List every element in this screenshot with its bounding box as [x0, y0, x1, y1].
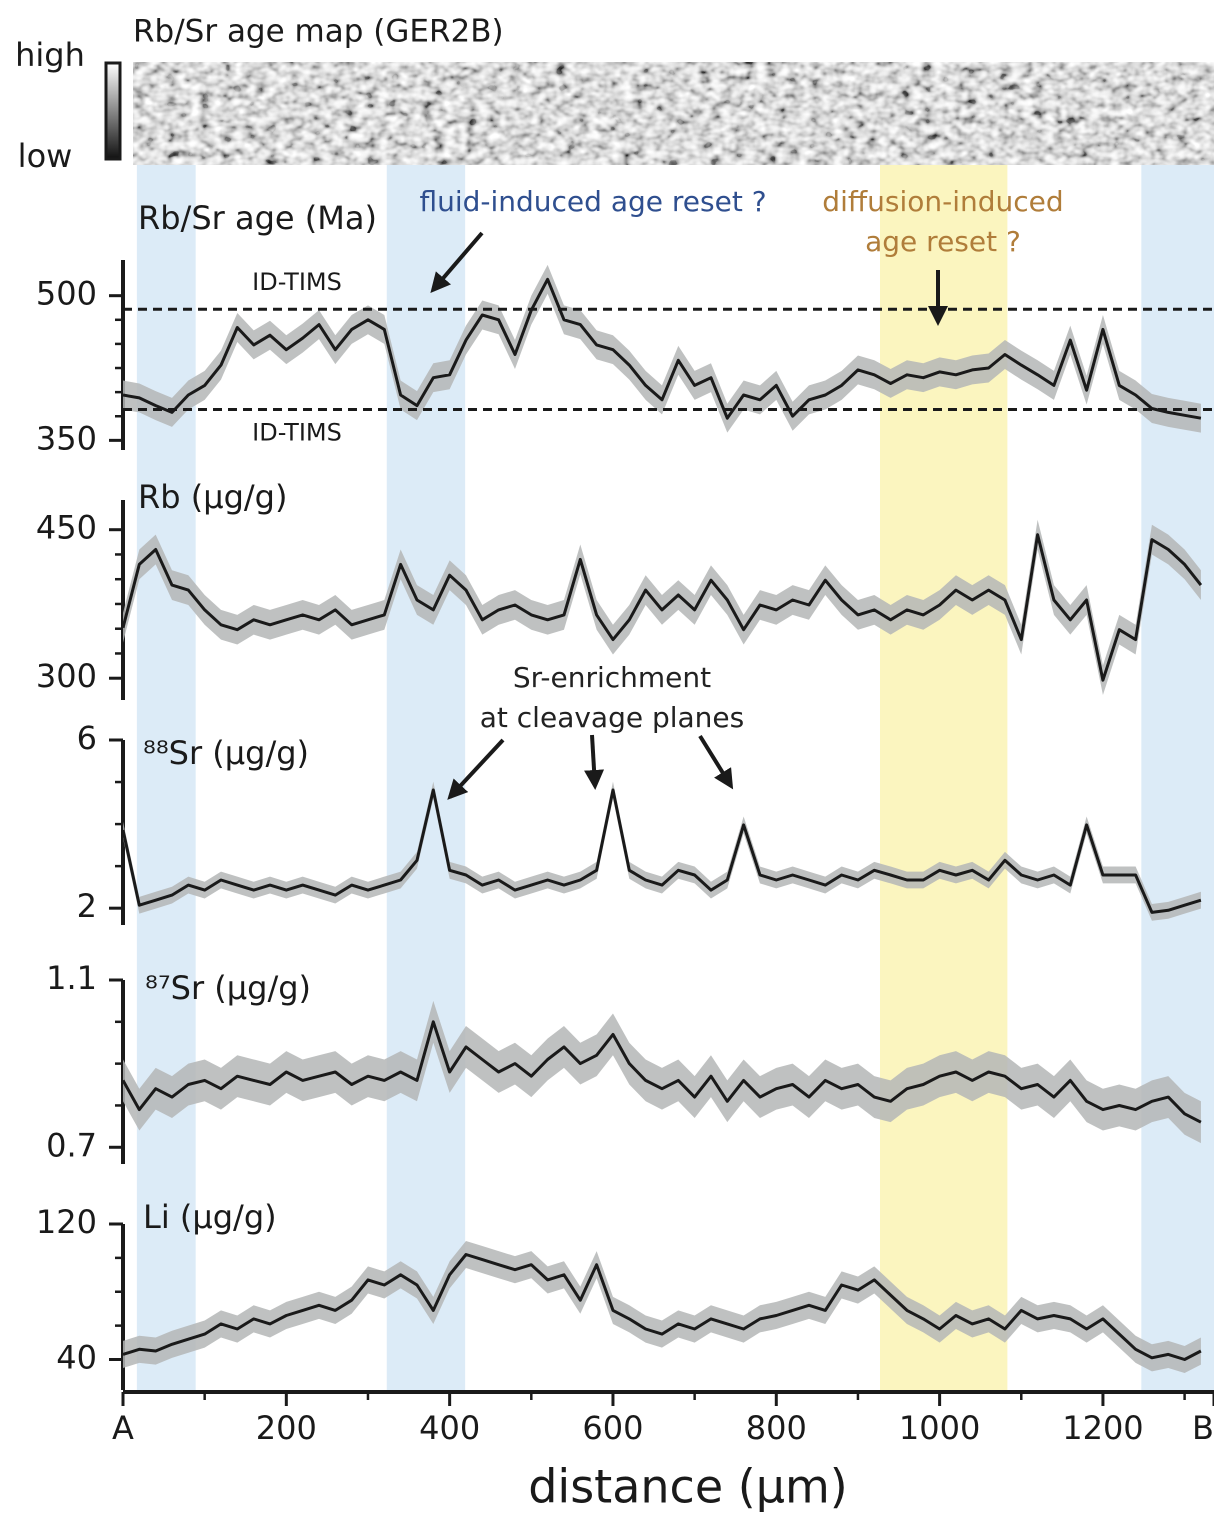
data-line — [121, 788, 1202, 914]
data-line — [122, 1253, 1202, 1361]
x-tick-label: B — [1192, 1409, 1214, 1447]
highlight-band — [880, 165, 1008, 1392]
annotation: age reset ? — [865, 225, 1021, 258]
color-bar — [104, 61, 122, 161]
panel-label: Rb (µg/g) — [138, 478, 287, 516]
y-tick-label: 300 — [36, 657, 97, 695]
y-tick-label: 120 — [36, 1203, 97, 1241]
arrow — [584, 734, 605, 790]
color-bar-high: high — [15, 36, 85, 74]
panel-label: ⁸⁷Sr (µg/g) — [145, 969, 311, 1007]
error-band — [123, 1000, 1201, 1144]
x-tick-label: 1200 — [1062, 1409, 1143, 1447]
x-tick-label: A — [112, 1409, 134, 1447]
arrow — [698, 734, 734, 790]
highlight-band — [136, 165, 196, 1392]
reference-label: ID-TIMS — [252, 268, 342, 296]
panel-label: Li (µg/g) — [143, 1198, 277, 1236]
x-tick-label: 800 — [746, 1409, 807, 1447]
error-band — [123, 781, 1201, 921]
map-title: Rb/Sr age map (GER2B) — [133, 14, 504, 50]
y-tick-label: 2 — [77, 887, 97, 925]
age-map — [133, 62, 1214, 165]
annotation: at cleavage planes — [480, 701, 745, 734]
error-band — [123, 1240, 1201, 1374]
arrow — [447, 738, 505, 800]
panel-label: Rb/Sr age (Ma) — [138, 199, 377, 237]
x-tick-label: 1000 — [899, 1409, 980, 1447]
highlight-band — [1141, 165, 1214, 1392]
annotation: fluid-induced age reset ? — [419, 185, 766, 218]
arrow — [430, 231, 484, 294]
data-line — [122, 277, 1202, 420]
color-bar-low: low — [18, 137, 73, 175]
x-tick-label: 400 — [419, 1409, 480, 1447]
data-line — [121, 533, 1203, 682]
y-tick-label: 40 — [56, 1339, 97, 1377]
y-tick-label: 1.1 — [46, 959, 97, 997]
annotation: diffusion-induced — [822, 185, 1063, 218]
data-line — [121, 1020, 1202, 1124]
x-tick-label: 200 — [256, 1409, 317, 1447]
highlight-band — [386, 165, 466, 1392]
y-tick-label: 6 — [77, 719, 97, 757]
x-tick-label: 600 — [582, 1409, 643, 1447]
y-tick-label: 350 — [36, 419, 97, 457]
plots: 350 500 Rb/Sr age (Ma) ID-TIMS ID-TIMS 300 450… — [36, 199, 1214, 1514]
arrows — [430, 231, 948, 800]
y-tick-label: 0.7 — [46, 1126, 97, 1164]
annotation: Sr-enrichment — [513, 661, 711, 694]
y-tick-label: 500 — [36, 275, 97, 313]
y-tick-label: 450 — [36, 509, 97, 547]
x-axis-title: distance (µm) — [528, 1460, 848, 1514]
error-band — [123, 519, 1201, 696]
panel-label: ⁸⁸Sr (µg/g) — [143, 734, 309, 772]
reference-label: ID-TIMS — [252, 418, 342, 446]
